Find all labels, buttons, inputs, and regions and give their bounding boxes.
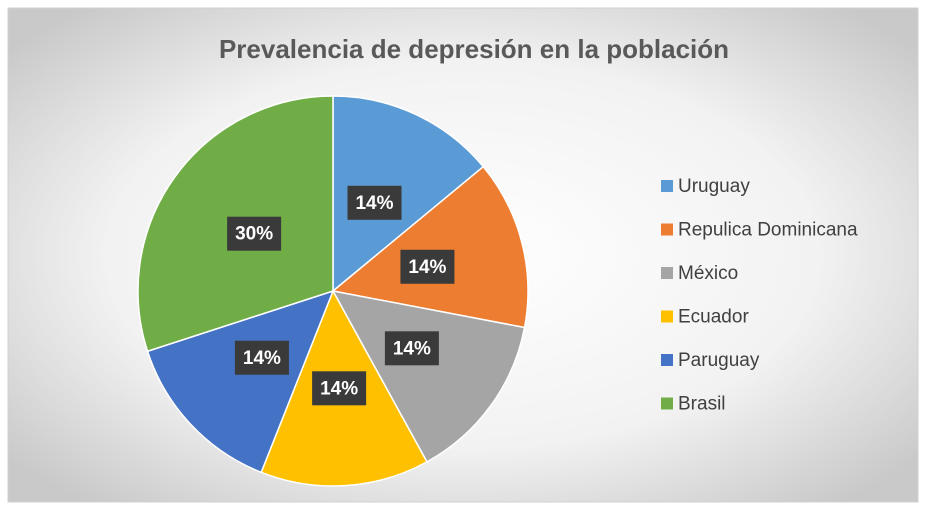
legend-swatch [661, 354, 673, 366]
data-label: 14% [243, 348, 281, 369]
data-label-box [384, 331, 439, 366]
data-label: 14% [355, 193, 393, 214]
legend-label: Brasil [678, 394, 726, 415]
legend-swatch [661, 397, 673, 410]
data-label-box [347, 185, 402, 220]
legend-swatch [661, 310, 673, 323]
pie-slice [331, 165, 529, 329]
legend-swatch [661, 180, 673, 192]
legend-label: Uruguay [678, 176, 750, 197]
data-label-box [312, 371, 367, 406]
legend-swatch [661, 223, 673, 236]
data-label: 30% [235, 224, 273, 245]
data-label: 14% [320, 378, 358, 399]
data-label-box [400, 249, 455, 284]
legend-label: Ecuador [678, 307, 749, 328]
legend-swatch [661, 267, 673, 279]
legend-label: Repulica Dominicana [678, 220, 858, 241]
chart-title: Prevalencia de depresión en la población [219, 34, 729, 64]
data-label-box [234, 340, 289, 375]
data-label: 14% [408, 257, 446, 278]
pie-slice [332, 95, 485, 293]
data-label: 14% [393, 338, 431, 359]
legend-label: México [678, 263, 738, 284]
legend-label: Paruguay [678, 350, 760, 371]
data-label-box [227, 216, 282, 251]
pie-slice [331, 289, 526, 463]
